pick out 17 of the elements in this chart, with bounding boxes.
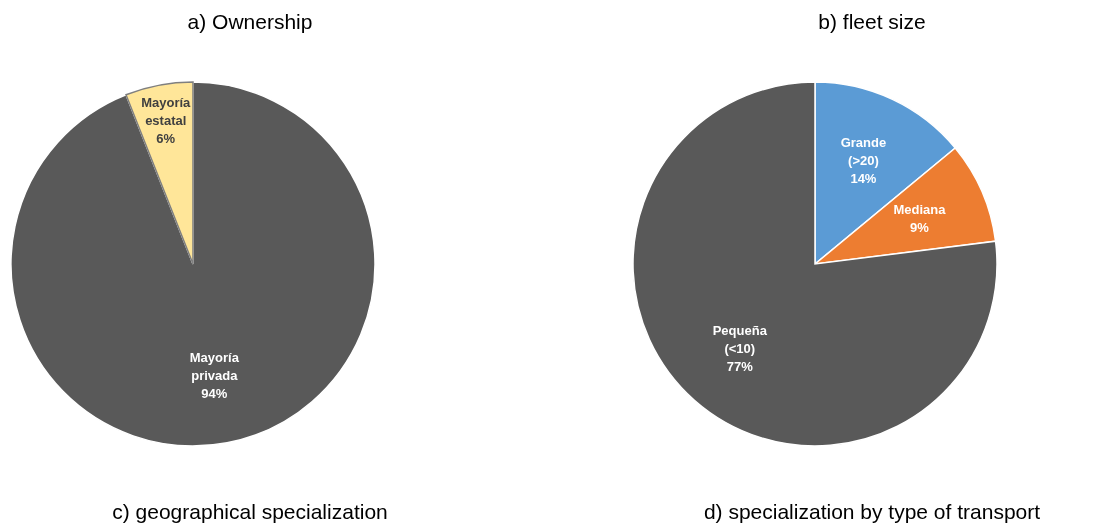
data-label: 94% xyxy=(201,385,228,401)
data-label: 6% xyxy=(156,130,176,146)
pie-slice xyxy=(125,81,194,265)
slice-label: Mayoría privada xyxy=(189,349,240,383)
data-label: 77% xyxy=(726,359,754,375)
slice-label: Pequeña (<10) xyxy=(712,323,768,357)
text: d) specialization by type of transport xyxy=(703,500,1041,523)
pie-slice xyxy=(10,81,376,447)
chart-title: b) fleet size xyxy=(818,10,926,33)
chart-title: a) Ownership xyxy=(187,10,313,33)
pie-slice xyxy=(632,81,998,447)
slice-label: Mediana xyxy=(893,201,947,217)
data-label: 14% xyxy=(850,171,877,187)
data-label: 9% xyxy=(910,219,930,235)
slice-label: Mayoría estatal xyxy=(141,94,192,128)
slice-label: Grande (>20) xyxy=(840,135,887,169)
text: c) geographical specialization xyxy=(112,500,388,523)
